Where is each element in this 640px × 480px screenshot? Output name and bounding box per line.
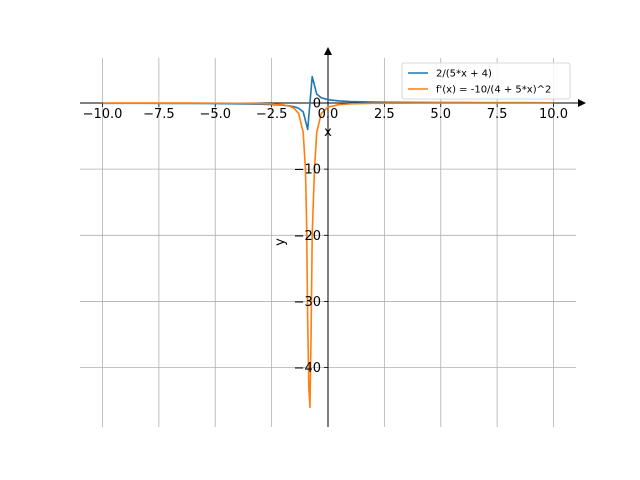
legend: 2/(5*x + 4) f'(x) = -10/(4 + 5*x)^2: [401, 62, 571, 100]
y-tick-label: −40: [294, 361, 321, 376]
x-tick-label: 10.0: [539, 107, 568, 122]
y-tick-label: 0: [313, 97, 321, 112]
y-tick-label: −10: [294, 163, 321, 178]
tick-labels: −10.0 −7.5 −5.0 −2.5 0.0 2.5 5.0 7.5 10.0 0 −10 −20…: [83, 97, 568, 377]
x-tick-label: 2.5: [374, 107, 395, 122]
series-lines: [102, 75, 554, 409]
x-axis-arrow: [578, 99, 586, 107]
y-axis-arrow: [324, 47, 332, 55]
series-line-1: [102, 102, 554, 409]
legend-box: [401, 62, 571, 100]
x-tick-label: 0.0: [318, 107, 339, 122]
x-tick-label: −10.0: [83, 107, 123, 122]
y-tick-label: −30: [294, 295, 321, 310]
x-tick-label: −7.5: [143, 107, 175, 122]
x-tick-label: 7.5: [487, 107, 508, 122]
legend-label-0: 2/(5*x + 4): [436, 69, 492, 80]
x-tick-label: −2.5: [256, 107, 288, 122]
y-axis-label: y: [273, 238, 288, 246]
x-tick-label: 5.0: [430, 107, 451, 122]
x-tick-label: −5.0: [199, 107, 231, 122]
y-tick-label: −20: [294, 229, 321, 244]
legend-label-1: f'(x) = -10/(4 + 5*x)^2: [436, 85, 551, 96]
x-axis-label: x: [324, 125, 332, 140]
